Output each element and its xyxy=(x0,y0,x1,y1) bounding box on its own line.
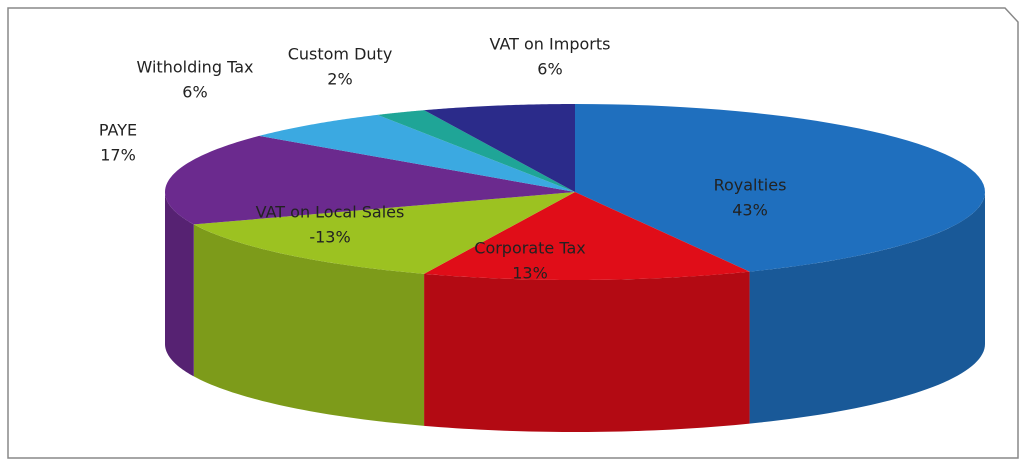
slice-label: VAT on Imports xyxy=(490,35,611,54)
slice-label: Corporate Tax xyxy=(474,239,585,258)
slice-value-label: 6% xyxy=(537,60,562,79)
labels: Royalties 43% Corporate Tax 13% VAT on Local… xyxy=(99,35,787,283)
slice xyxy=(165,135,576,225)
slice-label: Witholding Tax xyxy=(137,58,254,77)
slice-label: VAT on Local Sales xyxy=(256,203,405,222)
slice xyxy=(575,104,985,272)
slice-value-label: 13% xyxy=(512,264,548,283)
slice xyxy=(193,192,576,274)
slice-label: Custom Duty xyxy=(288,45,393,64)
slice-side xyxy=(193,224,425,426)
slice-value-label: -13% xyxy=(309,228,350,247)
frame xyxy=(7,7,1019,459)
slice-value-label: 17% xyxy=(100,146,136,165)
slice-side xyxy=(424,271,750,432)
slice xyxy=(377,110,575,192)
slice xyxy=(259,114,575,192)
slice-side xyxy=(165,192,194,377)
pie xyxy=(165,104,985,432)
slice-label: Royalties xyxy=(714,176,787,195)
slice-value-label: 6% xyxy=(182,83,207,102)
slice-value-label: 2% xyxy=(327,70,352,89)
slice xyxy=(424,192,750,280)
slice-label: PAYE xyxy=(99,121,137,140)
slice-value-label: 43% xyxy=(732,201,768,220)
slice-side xyxy=(749,192,985,424)
slice xyxy=(424,104,575,192)
